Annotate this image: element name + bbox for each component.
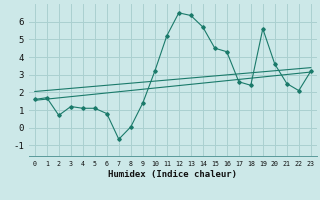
X-axis label: Humidex (Indice chaleur): Humidex (Indice chaleur) bbox=[108, 170, 237, 179]
